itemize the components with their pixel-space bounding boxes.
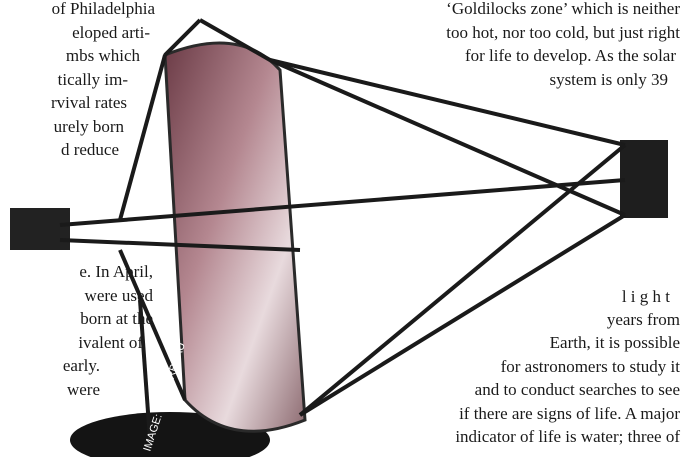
left-column: of Philadelphia eloped arti-mbs which tica… [51,0,155,399]
text-line: tically im- [58,70,129,89]
text-line: years from [607,310,680,329]
text-line: mbs which [66,46,141,65]
text-line: e. In April, [79,262,153,281]
text-line: rvival rates [51,93,127,112]
text-line: d reduce [61,140,119,159]
right-column: ‘Goldilocks zone’ which is neither too ho… [446,0,680,446]
text-line: too hot, nor too cold, but just right [446,23,680,42]
text-line: l i g h t [622,287,670,306]
text-line: ‘Goldilocks zone’ which is neither [446,0,680,18]
text-line: of Philadelphia [52,0,156,18]
text-line: and to conduct searches to see [475,380,680,399]
text-line: ivalent of [78,333,143,352]
text-line: urely born [54,117,125,136]
text-line: were used [85,286,154,305]
text-line: system is only 39 [549,70,668,89]
text-line: born at the [80,309,153,328]
text-line: if there are signs of life. A major [459,404,680,423]
text-line: indicator of life is water; three of [455,427,680,446]
page: IMAGE: E.BOURBEAU of Philadelphiaeloped … [0,0,684,457]
text-line: early. [63,356,100,375]
text-line: Earth, it is possible [550,333,680,352]
text-line: eloped arti- [72,23,150,42]
text-line: for life to develop. As the solar [465,46,676,65]
text-line: for astronomers to study it [501,357,681,376]
text-line: were [67,380,100,399]
